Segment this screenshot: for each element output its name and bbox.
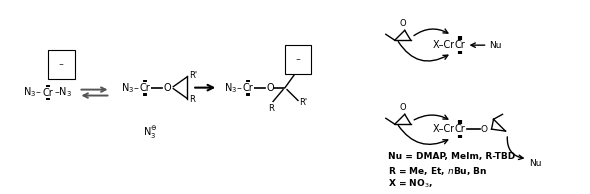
Text: Nu: Nu [490, 41, 502, 50]
Text: –N$_3$: –N$_3$ [54, 86, 71, 100]
Text: R': R' [189, 71, 198, 80]
Text: Cr: Cr [242, 83, 254, 93]
Text: R: R [189, 95, 195, 104]
Text: Nu = DMAP, MeIm, R-TBD: Nu = DMAP, MeIm, R-TBD [388, 152, 515, 161]
Text: Cr: Cr [42, 87, 53, 98]
Text: X = NO$_3$,: X = NO$_3$, [388, 178, 432, 190]
Text: N$_3$–: N$_3$– [121, 81, 139, 94]
Text: $^{-}$: $^{-}$ [58, 60, 65, 69]
Text: N$_3$–: N$_3$– [224, 81, 242, 94]
Text: R: R [268, 104, 274, 113]
Text: Cr: Cr [140, 83, 150, 93]
Text: O: O [481, 125, 487, 134]
Text: R = Me, Et, $n$Bu, Bn: R = Me, Et, $n$Bu, Bn [388, 165, 487, 177]
Text: N$_3^{⊖}$: N$_3^{⊖}$ [143, 125, 158, 141]
Text: O: O [266, 83, 274, 93]
Text: R': R' [299, 98, 307, 107]
Text: Cr: Cr [454, 124, 465, 134]
Text: O: O [399, 19, 406, 28]
Text: Cr: Cr [454, 40, 465, 50]
Text: X–Cr: X–Cr [432, 40, 455, 50]
Text: Nu: Nu [529, 159, 542, 168]
Text: N$_3$: N$_3$ [296, 66, 307, 78]
Text: N$_3$–: N$_3$– [23, 86, 42, 100]
Text: X–Cr: X–Cr [432, 124, 455, 134]
Text: O: O [399, 103, 406, 112]
Text: $^{-}$: $^{-}$ [295, 55, 301, 64]
Text: O: O [163, 83, 171, 93]
